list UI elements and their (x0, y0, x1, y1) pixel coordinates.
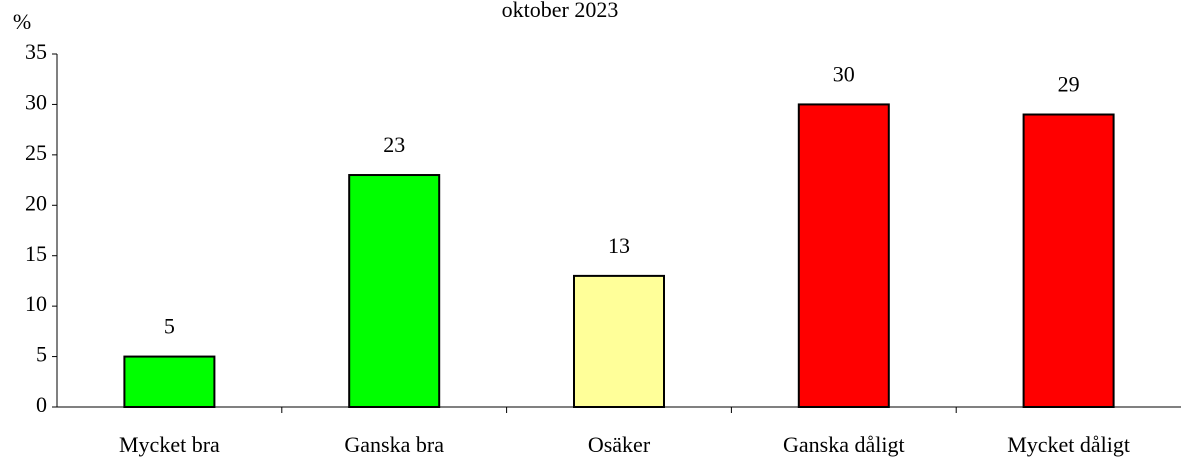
value-label: 30 (833, 61, 855, 86)
x-tick-label: Ganska dåligt (783, 432, 905, 457)
bar (348, 174, 441, 408)
bar (573, 274, 665, 408)
x-tick-label: Osäker (588, 432, 651, 457)
bar (123, 355, 216, 409)
value-label: 29 (1058, 72, 1080, 97)
y-tick-label: 10 (25, 291, 47, 316)
y-axis-label: % (13, 9, 31, 34)
y-tick-label: 0 (36, 392, 47, 417)
chart-title: oktober 2023 (502, 0, 619, 22)
y-tick-label: 35 (25, 39, 47, 64)
x-tick-label: Mycket dåligt (1007, 432, 1130, 457)
y-tick-label: 5 (36, 342, 47, 367)
y-tick-label: 30 (25, 89, 47, 114)
y-tick-label: 20 (25, 190, 47, 215)
value-label: 5 (164, 314, 175, 339)
y-tick-label: 25 (25, 140, 47, 165)
x-tick-label: Mycket bra (119, 432, 220, 457)
value-label: 13 (608, 233, 630, 258)
value-label: 23 (383, 132, 405, 157)
x-tick-label: Ganska bra (344, 432, 444, 457)
y-tick-label: 15 (25, 241, 47, 266)
bar (797, 103, 890, 409)
bar (1022, 113, 1115, 408)
